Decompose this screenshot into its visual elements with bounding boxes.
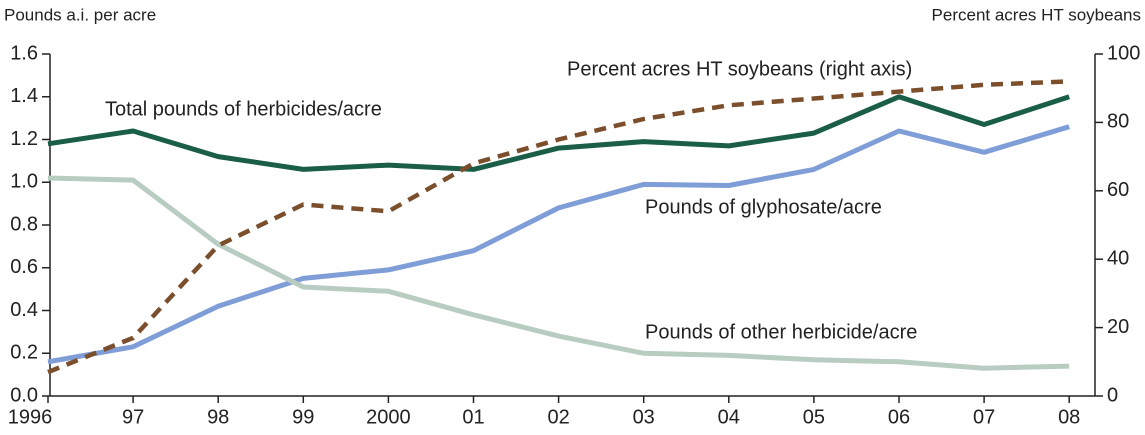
y-tick-label: 0.8 xyxy=(10,213,38,235)
series-label: Pounds of glyphosate/acre xyxy=(645,196,882,218)
y-axis-label: Pounds a.i. per acre xyxy=(4,5,156,24)
x-tick-label: 05 xyxy=(803,406,825,428)
x-tick-label: 02 xyxy=(547,406,569,428)
x-tick-label: 1996 xyxy=(8,406,53,428)
series-line xyxy=(47,175,1070,371)
x-tick-label: 04 xyxy=(718,406,740,428)
y2-tick-label: 40 xyxy=(1107,247,1129,269)
x-tick-label: 08 xyxy=(1058,406,1080,428)
series-line xyxy=(47,94,1070,172)
y-tick-label: 0.6 xyxy=(10,256,38,278)
x-tick-label: 98 xyxy=(207,406,229,428)
x-tick-label: 06 xyxy=(888,406,910,428)
y-tick-label: 0.4 xyxy=(10,299,38,321)
y2-tick-label: 60 xyxy=(1107,179,1129,201)
x-tick-label: 03 xyxy=(633,406,655,428)
series-label: Total pounds of herbicides/acre xyxy=(105,98,382,120)
x-tick-label: 97 xyxy=(122,406,144,428)
series-line xyxy=(47,79,1070,375)
y-tick-label: 0.2 xyxy=(10,342,38,364)
y-tick-label: 1.4 xyxy=(10,85,38,107)
series-line xyxy=(47,124,1070,365)
y2-axis-label: Percent acres HT soybeans xyxy=(932,5,1141,24)
y2-tick-label: 80 xyxy=(1107,111,1129,133)
y-tick-label: 1.0 xyxy=(10,171,38,193)
x-tick-label: 99 xyxy=(292,406,314,428)
x-tick-label: 2000 xyxy=(366,406,411,428)
y2-tick-label: 0 xyxy=(1107,384,1118,406)
y2-tick-label: 20 xyxy=(1107,316,1129,338)
x-tick-label: 07 xyxy=(973,406,995,428)
y2-tick-label: 100 xyxy=(1107,42,1140,64)
x-tick-label: 01 xyxy=(462,406,484,428)
y-tick-label: 0.0 xyxy=(10,384,38,406)
y-tick-label: 1.6 xyxy=(10,42,38,64)
series-label: Pounds of other herbicide/acre xyxy=(645,321,917,343)
series-label: Percent acres HT soybeans (right axis) xyxy=(567,58,912,80)
y-tick-label: 1.2 xyxy=(10,128,38,150)
